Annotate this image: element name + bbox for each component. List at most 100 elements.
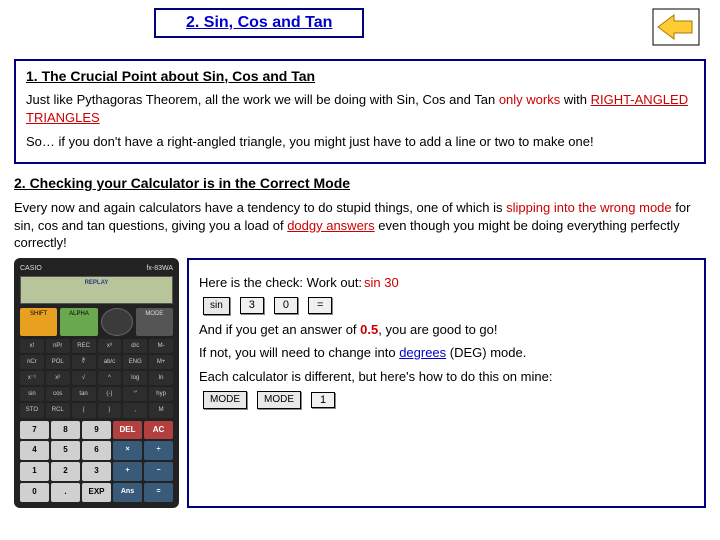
alpha-key: ALPHA — [60, 308, 97, 336]
calc-num-key: = — [144, 483, 173, 502]
key-3: 3 — [240, 297, 264, 314]
calc-num-key: 3 — [82, 462, 111, 481]
calc-screen: REPLAY — [20, 276, 173, 304]
calc-num-key: 9 — [82, 421, 111, 440]
calc-small-key: nCr — [20, 355, 44, 369]
calc-num-key: 8 — [51, 421, 80, 440]
check-box: Here is the check: Work out: sin 30 sin … — [187, 258, 706, 508]
key-mode: MODE — [203, 391, 247, 409]
calc-num-key: 0 — [20, 483, 49, 502]
check-line-3: If not, you will need to change into deg… — [199, 344, 694, 362]
key-sequence-1: sin 3 0 = — [199, 297, 694, 315]
key-mode: MODE — [257, 391, 301, 409]
calc-brand: CASIO — [20, 264, 42, 273]
calc-small-key: M+ — [149, 355, 173, 369]
lower-row: CASIO fx-83WA REPLAY SHIFT ALPHA MODE x!… — [14, 258, 706, 508]
calc-small-key: tan — [72, 387, 96, 401]
calc-num-key: + — [113, 462, 142, 481]
calc-small-key: REC — [72, 339, 96, 353]
text: And if you get an answer of — [199, 322, 360, 337]
calc-small-key: nPr — [46, 339, 70, 353]
section-2-p1: Every now and again calculators have a t… — [14, 199, 706, 252]
key-sequence-2: MODE MODE 1 — [199, 391, 694, 409]
calc-small-key: cos — [46, 387, 70, 401]
emphasis-underline: dodgy answers — [287, 218, 374, 233]
nav-pad — [101, 308, 133, 336]
header-row: 2. Sin, Cos and Tan — [14, 8, 706, 53]
key-0: 0 — [274, 297, 298, 314]
text: Every now and again calculators have a t… — [14, 200, 506, 215]
mode-key: MODE — [136, 308, 173, 336]
calc-small-key: x² — [46, 371, 70, 385]
calc-small-key: M- — [149, 339, 173, 353]
calc-small-key: , — [123, 403, 147, 417]
calc-num-key: − — [144, 462, 173, 481]
text: (DEG) mode. — [446, 345, 526, 360]
calculator-image: CASIO fx-83WA REPLAY SHIFT ALPHA MODE x!… — [14, 258, 179, 508]
screen-label: REPLAY — [85, 280, 109, 286]
calc-num-key: ÷ — [144, 441, 173, 460]
calc-small-key: ab/c — [98, 355, 122, 369]
calc-small-key: log — [123, 371, 147, 385]
calc-num-key: DEL — [113, 421, 142, 440]
calc-num-key: 2 — [51, 462, 80, 481]
calc-small-key: STO — [20, 403, 44, 417]
calc-small-key: POL — [46, 355, 70, 369]
mode-link: degrees — [399, 345, 446, 360]
calc-small-key: x! — [20, 339, 44, 353]
back-arrow-icon[interactable] — [652, 8, 700, 53]
calc-small-key: ENG — [123, 355, 147, 369]
calc-small-key: ) — [98, 403, 122, 417]
key-sin: sin — [203, 297, 230, 315]
page-title[interactable]: 2. Sin, Cos and Tan — [186, 14, 332, 31]
check-line-1: Here is the check: Work out: sin 30 — [199, 274, 694, 292]
calc-num-grid: 789DELAC 456×÷ 123+− 0.EXPAns= — [20, 421, 173, 502]
text: If not, you will need to change into — [199, 345, 399, 360]
calc-num-key: 1 — [20, 462, 49, 481]
calc-small-key: RCL — [46, 403, 70, 417]
calc-num-key: AC — [144, 421, 173, 440]
calc-num-key: 7 — [20, 421, 49, 440]
text: , you are good to go! — [378, 322, 497, 337]
calc-small-grid: x!nPrRECx³d/cM-nCrPOL∛ab/cENGM+ x⁻¹x²√^lo… — [20, 339, 173, 417]
calc-num-key: × — [113, 441, 142, 460]
calc-small-key: √ — [72, 371, 96, 385]
emphasis-text: only works — [499, 92, 560, 107]
section-1-heading: 1. The Crucial Point about Sin, Cos and … — [26, 67, 694, 86]
calc-model: fx-83WA — [146, 264, 173, 273]
key-equals: = — [308, 297, 332, 314]
emphasis-text: slipping into the wrong mode — [506, 200, 672, 215]
calc-small-key: ∛ — [72, 355, 96, 369]
calc-small-key: x⁻¹ — [20, 371, 44, 385]
calc-small-key: ^ — [98, 371, 122, 385]
calc-small-key: sin — [20, 387, 44, 401]
calc-small-key: d/c — [123, 339, 147, 353]
calc-num-key: 4 — [20, 441, 49, 460]
text: Just like Pythagoras Theorem, all the wo… — [26, 92, 499, 107]
check-line-2: And if you get an answer of 0.5, you are… — [199, 321, 694, 339]
text: with — [560, 92, 590, 107]
calc-small-key: x³ — [98, 339, 122, 353]
calc-num-key: 6 — [82, 441, 111, 460]
calc-small-key: hyp — [149, 387, 173, 401]
section-1-p2: So… if you don't have a right-angled tri… — [26, 133, 694, 151]
check-line-4: Each calculator is different, but here's… — [199, 368, 694, 386]
calc-small-key: (-) — [98, 387, 122, 401]
answer-value: 0.5 — [360, 322, 378, 337]
calc-small-key: ln — [149, 371, 173, 385]
key-1: 1 — [311, 392, 335, 409]
calc-num-key: . — [51, 483, 80, 502]
text: Here is the check: Work out: — [199, 274, 362, 292]
calc-num-key: Ans — [113, 483, 142, 502]
calc-small-key: M — [149, 403, 173, 417]
title-box: 2. Sin, Cos and Tan — [154, 8, 364, 38]
section-2-heading: 2. Checking your Calculator is in the Co… — [14, 174, 706, 193]
shift-key: SHIFT — [20, 308, 57, 336]
calc-num-key: 5 — [51, 441, 80, 460]
calc-num-key: EXP — [82, 483, 111, 502]
emphasis-text: sin 30 — [364, 274, 399, 292]
calc-small-key: °' — [123, 387, 147, 401]
section-1-box: 1. The Crucial Point about Sin, Cos and … — [14, 59, 706, 165]
section-1-p1: Just like Pythagoras Theorem, all the wo… — [26, 91, 694, 126]
calc-small-key: ( — [72, 403, 96, 417]
